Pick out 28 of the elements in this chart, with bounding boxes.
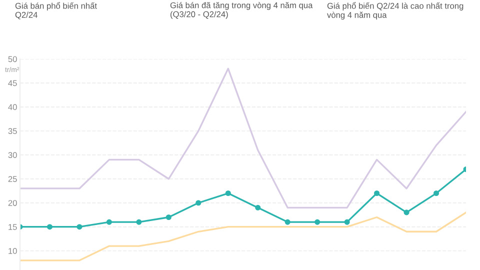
y-tick-label: 15 [8, 224, 17, 230]
line-series [20, 212, 466, 262]
point [76, 224, 82, 230]
line-series [20, 68, 466, 208]
point [284, 219, 290, 225]
y-tick-label: 25 [8, 176, 17, 182]
point [344, 219, 350, 225]
point [46, 224, 53, 230]
y-tick-label: 40 [8, 104, 17, 110]
y-tick-label: 45 [8, 80, 17, 86]
point [106, 219, 112, 225]
y-tick-label: 10 [8, 248, 17, 254]
y-tick-label: 30 [8, 152, 17, 158]
y-tick-label: 50 [8, 56, 17, 62]
point [404, 210, 410, 216]
point [314, 219, 320, 225]
point [433, 190, 440, 196]
text: Giá phổ biến Q2/24 là cao nhất trong vòng 4 năm qua [327, 2, 464, 20]
y-tick-label: 35 [8, 128, 17, 134]
point [136, 219, 142, 225]
text: Giá bán phổ biến nhất Q2/24 [15, 2, 97, 20]
text: Giá bán đã tăng trong vòng 4 năm qua (Q3/20 - Q2/24) [170, 2, 313, 19]
point [255, 204, 261, 210]
point [374, 190, 380, 196]
point [225, 190, 231, 196]
point [166, 214, 172, 220]
y-tick-label: 20 [8, 200, 17, 206]
point [196, 200, 202, 206]
